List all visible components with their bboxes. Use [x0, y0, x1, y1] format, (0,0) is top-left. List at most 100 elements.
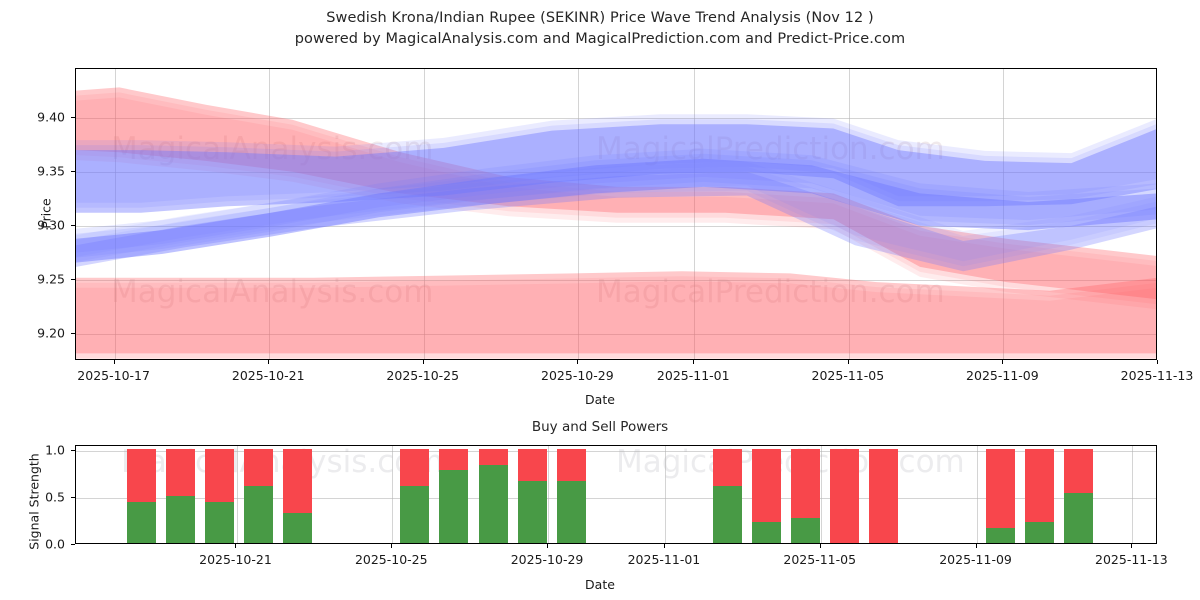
price-band-bear-outer-band: [76, 87, 1156, 300]
price-band-echo: [76, 276, 1156, 359]
sell-power-segment: [712, 448, 742, 487]
price-x-tickmark: [1002, 360, 1004, 364]
buy-power-segment: [166, 495, 196, 543]
power-bar[interactable]: [439, 448, 469, 543]
power-bar[interactable]: [244, 448, 274, 543]
price-y-tick-label: 9.25: [37, 271, 65, 287]
price-x-tickmark: [693, 360, 695, 364]
power-bar[interactable]: [556, 448, 586, 543]
price-y-tickmark: [71, 116, 75, 118]
price-band-echo: [76, 92, 1156, 305]
sell-power-segment: [869, 448, 898, 543]
power-x-tickmark: [819, 544, 821, 548]
power-bar[interactable]: [205, 448, 235, 543]
price-x-tickmark: [577, 360, 579, 364]
power-gridline-v: [548, 446, 550, 543]
power-bar[interactable]: [1064, 448, 1094, 543]
buy-power-segment: [790, 517, 820, 543]
price-x-axis-label: Date: [585, 392, 615, 407]
price-x-tick-label: 2025-10-29: [541, 368, 614, 383]
buy-power-segment: [400, 486, 430, 543]
sell-power-segment: [751, 448, 781, 523]
power-bar[interactable]: [829, 448, 859, 543]
sell-power-segment: [205, 448, 235, 502]
power-x-tick-label: 2025-10-25: [354, 552, 428, 567]
price-band-echo: [76, 148, 1156, 253]
price-gridline-h: [76, 279, 1156, 281]
sell-power-segment: [517, 448, 547, 481]
sell-power-segment: [790, 448, 820, 518]
buy-power-segment: [986, 527, 1016, 543]
power-bar[interactable]: [517, 448, 547, 543]
power-bar[interactable]: [790, 448, 820, 543]
power-x-tick-label: 2025-11-05: [783, 552, 857, 567]
power-bar[interactable]: [986, 448, 1016, 543]
price-gridline-h: [76, 117, 1156, 119]
price-y-tick-label: 9.20: [37, 325, 65, 341]
power-bar[interactable]: [869, 448, 898, 543]
power-x-tick-label: 2025-11-13: [1095, 552, 1168, 567]
power-x-tick-label: 2025-11-01: [627, 552, 701, 567]
sell-power-segment: [400, 448, 430, 487]
price-y-tickmark: [71, 224, 75, 226]
price-gridline-v: [694, 69, 696, 359]
price-gridline-h: [76, 171, 1156, 173]
buy-power-segment: [556, 480, 586, 543]
power-gridline-v: [976, 446, 978, 543]
power-bar[interactable]: [283, 448, 313, 543]
buy-power-segment: [1064, 493, 1094, 543]
price-gridline-v: [848, 69, 850, 359]
price-y-tick-label: 9.30: [37, 217, 65, 233]
buy-power-segment: [127, 501, 157, 543]
power-x-tickmark: [1131, 544, 1133, 548]
buy-power-segment: [283, 512, 313, 543]
price-band-echo: [76, 166, 1156, 267]
price-x-tickmark: [847, 360, 849, 364]
power-bar[interactable]: [712, 448, 742, 543]
power-x-tickmark: [975, 544, 977, 548]
price-band-bull-lower-wisp: [76, 171, 1156, 272]
price-gridline-v: [578, 69, 580, 359]
power-gridline-v: [392, 446, 394, 543]
buy-power-segment: [478, 464, 508, 543]
price-x-tick-label: 2025-10-21: [231, 368, 305, 383]
power-bar[interactable]: [1025, 448, 1055, 543]
power-y-tick-label: 0.0: [45, 536, 65, 552]
sell-power-segment: [166, 448, 196, 496]
price-x-tick-label: 2025-11-05: [811, 368, 885, 383]
power-gridline-v: [820, 446, 822, 543]
price-band-echo: [76, 153, 1156, 258]
power-y-tickmark: [71, 449, 75, 451]
price-gridline-h: [76, 225, 1156, 227]
power-y-tickmark: [71, 544, 75, 545]
price-x-tick-label: 2025-10-17: [77, 368, 150, 383]
price-band-bull-upper-band: [76, 124, 1156, 213]
power-y-axis-label: Signal Strength: [26, 453, 42, 550]
power-x-tickmark: [547, 544, 549, 548]
sell-power-segment: [478, 448, 508, 465]
buy-sell-powers-plot-area: MagicalAnalysis.com MagicalPrediction.co…: [75, 445, 1157, 544]
price-x-tick-label: 2025-11-01: [656, 368, 730, 383]
power-x-tickmark: [663, 544, 665, 548]
price-gridline-v: [423, 69, 425, 359]
power-bar[interactable]: [127, 448, 157, 543]
buy-power-segment: [244, 486, 274, 543]
power-y-tickmark: [71, 496, 75, 498]
power-gridline-v: [236, 446, 238, 543]
price-wave-bands: [76, 87, 1156, 359]
power-y-tick-label: 1.0: [45, 442, 65, 458]
power-bar[interactable]: [166, 448, 196, 543]
power-bar[interactable]: [400, 448, 430, 543]
power-bar[interactable]: [751, 448, 781, 543]
price-gridline-h: [76, 334, 1156, 335]
sell-power-segment: [439, 448, 469, 471]
buy-power-segment: [439, 470, 469, 543]
price-gridline-v: [114, 69, 116, 359]
sell-power-segment: [283, 448, 313, 513]
power-bar[interactable]: [478, 448, 508, 543]
price-band-bull-mid-band: [76, 158, 1156, 263]
price-gridline-v: [1003, 69, 1005, 359]
title-line-2: powered by MagicalAnalysis.com and Magic…: [294, 31, 906, 47]
buy-sell-powers-title: Buy and Sell Powers: [531, 419, 669, 435]
